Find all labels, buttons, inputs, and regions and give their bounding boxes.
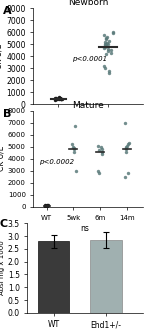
- Point: [124, 144, 127, 150]
- Point: [60, 97, 62, 102]
- Point: [99, 144, 102, 150]
- Text: p<0.0002: p<0.0002: [39, 159, 74, 165]
- Point: [73, 147, 76, 152]
- Point: [104, 42, 106, 47]
- Point: [126, 143, 128, 148]
- Point: [59, 96, 61, 101]
- Point: [108, 38, 110, 43]
- Point: [104, 42, 106, 48]
- Point: [108, 71, 110, 76]
- Point: [59, 96, 62, 102]
- Point: [127, 171, 130, 176]
- Point: [55, 95, 57, 100]
- Point: [45, 203, 47, 208]
- Point: [98, 148, 101, 153]
- Point: [97, 171, 100, 176]
- Point: [105, 51, 107, 57]
- Point: [107, 41, 109, 46]
- Text: ns: ns: [81, 223, 90, 233]
- Point: [44, 203, 47, 208]
- Text: B: B: [3, 109, 11, 119]
- Point: [44, 203, 47, 208]
- Y-axis label: CK U/L: CK U/L: [0, 146, 5, 171]
- Point: [60, 96, 63, 102]
- Point: [71, 142, 73, 147]
- Point: [105, 34, 108, 40]
- Point: [47, 203, 50, 208]
- Point: [110, 48, 112, 53]
- Text: Ehd1+/-: Ehd1+/-: [91, 234, 120, 240]
- Text: C: C: [0, 219, 8, 229]
- Point: [46, 203, 48, 208]
- Point: [125, 149, 127, 154]
- Point: [54, 97, 56, 102]
- Point: [46, 203, 49, 208]
- Point: [72, 149, 75, 154]
- Point: [102, 63, 105, 69]
- Point: [104, 39, 106, 44]
- Title: Mature: Mature: [72, 101, 104, 110]
- Point: [110, 50, 112, 55]
- Point: [45, 203, 48, 209]
- Point: [97, 143, 99, 148]
- Point: [71, 144, 74, 150]
- Point: [125, 145, 127, 151]
- Point: [74, 168, 77, 173]
- Point: [101, 152, 103, 157]
- Point: [107, 46, 110, 52]
- Point: [106, 40, 109, 46]
- Point: [125, 147, 128, 152]
- Point: [55, 96, 57, 101]
- Point: [58, 94, 60, 100]
- Point: [104, 66, 106, 71]
- Y-axis label: Absl mg x 1000: Absl mg x 1000: [0, 241, 5, 296]
- Point: [111, 29, 114, 35]
- Point: [106, 49, 109, 54]
- Point: [44, 203, 46, 209]
- Point: [127, 142, 130, 147]
- Point: [128, 141, 130, 146]
- Point: [105, 37, 107, 42]
- Point: [60, 96, 63, 101]
- Point: [73, 145, 75, 151]
- Point: [105, 36, 107, 41]
- Title: Newborn: Newborn: [68, 0, 108, 8]
- Point: [97, 168, 99, 173]
- Point: [108, 68, 110, 73]
- Point: [54, 95, 56, 101]
- Point: [111, 31, 114, 36]
- Point: [58, 96, 60, 101]
- Point: [59, 96, 61, 101]
- Point: [101, 147, 103, 152]
- Bar: [90, 240, 122, 313]
- Bar: [38, 241, 69, 313]
- Y-axis label: CK U/L: CK U/L: [0, 44, 3, 69]
- Point: [102, 32, 105, 37]
- Point: [124, 174, 126, 179]
- Text: p<0.0001: p<0.0001: [72, 56, 107, 62]
- Point: [105, 43, 107, 48]
- Point: [101, 149, 104, 154]
- Point: [103, 45, 106, 51]
- Point: [124, 120, 126, 125]
- Point: [74, 124, 76, 129]
- Point: [104, 44, 106, 49]
- Point: [56, 97, 59, 102]
- Text: A: A: [3, 6, 11, 16]
